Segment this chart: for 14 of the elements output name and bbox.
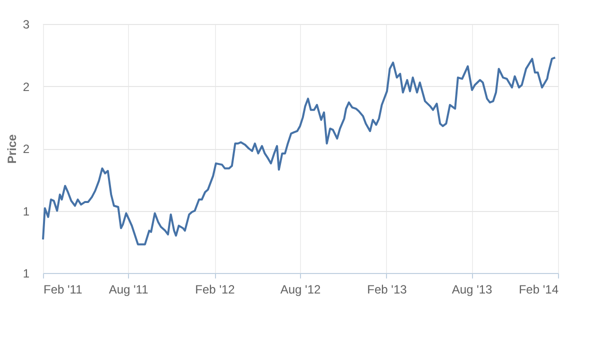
x-tick-label: Feb '12 xyxy=(195,282,236,296)
x-tick-label: Aug '12 xyxy=(280,282,322,296)
line-series xyxy=(42,56,556,246)
y-tick-label: 3 xyxy=(22,18,30,32)
y-tick-label: 2 xyxy=(22,142,30,156)
y-axis-title: Price xyxy=(4,134,19,164)
y-tick-label: 2 xyxy=(22,80,30,94)
x-tick-label: Feb '14 xyxy=(518,282,559,296)
x-tick-label: Feb '11 xyxy=(44,282,83,296)
y-tick-label: 1 xyxy=(22,266,30,280)
y-tick-label: 1 xyxy=(22,204,30,218)
x-tick-label: Feb '13 xyxy=(367,282,408,296)
x-tick-label: Aug '13 xyxy=(452,282,493,296)
x-tick-label: Aug '11 xyxy=(108,282,149,296)
